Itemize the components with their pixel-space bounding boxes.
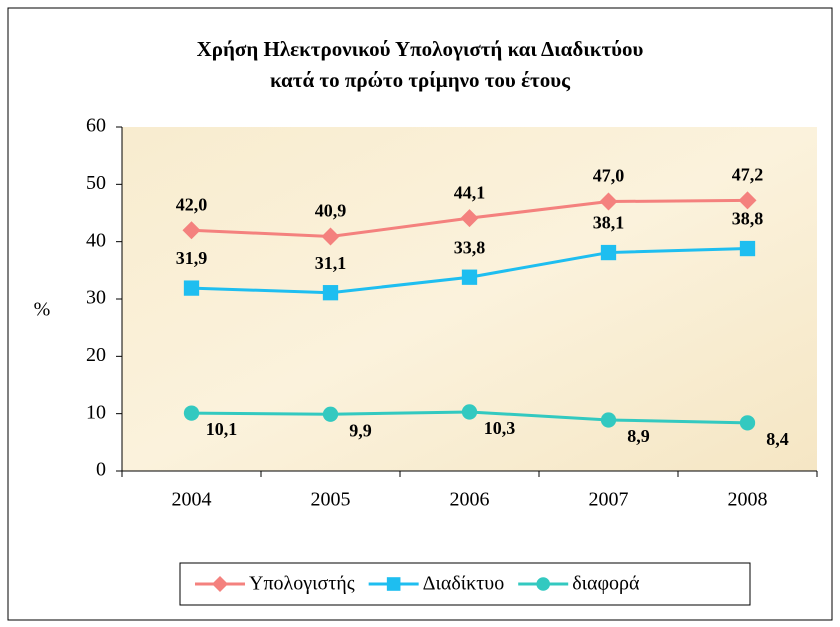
marker <box>386 577 401 591</box>
legend-box <box>179 562 751 606</box>
marker <box>536 577 551 591</box>
data-label: 9,9 <box>349 420 372 440</box>
data-label: 40,9 <box>315 201 347 221</box>
x-tick-label: 2004 <box>172 489 212 511</box>
marker <box>600 244 617 261</box>
data-label: 44,1 <box>454 182 486 202</box>
marker <box>182 221 201 240</box>
marker <box>460 209 479 228</box>
x-tick-label: 2008 <box>728 489 768 511</box>
data-label: 33,8 <box>454 237 486 257</box>
y-tick-label: 0 <box>96 459 106 481</box>
marker <box>183 280 200 296</box>
data-label: 10,1 <box>206 419 238 439</box>
marker <box>461 269 478 285</box>
marker <box>183 405 200 421</box>
marker <box>599 192 618 211</box>
marker <box>738 191 757 210</box>
x-tick-label: 2007 <box>589 489 629 511</box>
data-label: 38,8 <box>732 209 764 229</box>
legend-label: διαφορά <box>572 573 640 595</box>
marker <box>461 404 478 420</box>
marker <box>322 285 339 301</box>
data-label: 38,1 <box>593 213 625 233</box>
y-tick-label: 30 <box>86 287 106 309</box>
data-label: 31,1 <box>315 253 347 273</box>
marker <box>212 576 228 592</box>
y-tick-label: 40 <box>86 229 106 251</box>
marker <box>321 227 340 246</box>
y-axis-label: % <box>34 299 51 321</box>
data-label: 47,0 <box>593 166 625 186</box>
y-tick-label: 20 <box>86 344 106 366</box>
marker <box>600 412 617 428</box>
marker <box>739 240 756 257</box>
y-tick-label: 10 <box>86 401 106 423</box>
y-tick-label: 60 <box>86 115 106 137</box>
marker <box>739 415 756 431</box>
legend-label: Διαδίκτυο <box>423 573 505 595</box>
chart-title: Χρήση Ηλεκτρονικού Υπολογιστή και Διαδικ… <box>197 37 644 61</box>
chart-title: κατά το πρώτο τρίμηνο του έτους <box>270 68 571 92</box>
x-tick-label: 2005 <box>311 489 351 511</box>
x-tick-label: 2006 <box>450 489 490 511</box>
y-tick-label: 50 <box>86 172 106 194</box>
legend-label: Υπολογιστής <box>249 573 355 595</box>
data-label: 47,2 <box>732 165 764 185</box>
marker <box>322 406 339 422</box>
data-label: 8,4 <box>766 429 789 449</box>
data-label: 42,0 <box>176 194 208 214</box>
data-label: 10,3 <box>484 418 516 438</box>
data-label: 31,9 <box>176 248 208 268</box>
data-label: 8,9 <box>627 426 650 446</box>
